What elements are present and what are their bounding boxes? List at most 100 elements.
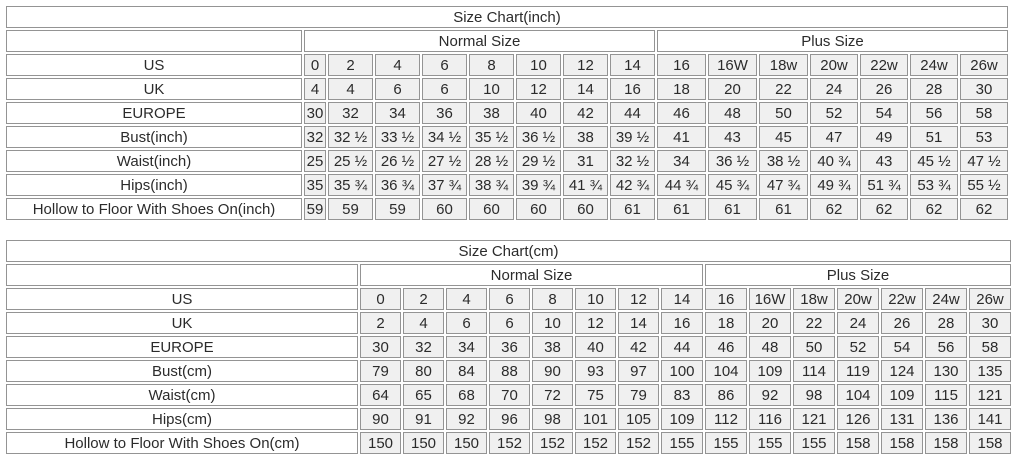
cell: 72 xyxy=(532,384,573,406)
cell: 49 ¾ xyxy=(810,174,858,196)
cell: 92 xyxy=(446,408,487,430)
cell: 25 ½ xyxy=(328,150,373,172)
cell: 38 xyxy=(469,102,514,124)
cell: 88 xyxy=(489,360,530,382)
cell: 14 xyxy=(610,54,655,76)
cell: 79 xyxy=(360,360,401,382)
cell: 34 xyxy=(446,336,487,358)
size-chart-inch-table: Size Chart(inch) Normal Size Plus Size US 0 2… xyxy=(4,4,1010,222)
cell: 26w xyxy=(969,288,1011,310)
cell: 14 xyxy=(563,78,608,100)
cell: 16W xyxy=(708,54,757,76)
cell: 109 xyxy=(661,408,703,430)
cell: 30 xyxy=(969,312,1011,334)
cell: 80 xyxy=(403,360,444,382)
cell: 54 xyxy=(860,102,908,124)
cell: 155 xyxy=(705,432,747,454)
cell: 14 xyxy=(661,288,703,310)
cell: 112 xyxy=(705,408,747,430)
cell: 141 xyxy=(969,408,1011,430)
cell: 150 xyxy=(446,432,487,454)
table-row: Bust(inch) 32 32 ½ 33 ½ 34 ½ 35 ½ 36 ½ 38 39 ½ 41… xyxy=(6,126,1008,148)
cell: 52 xyxy=(837,336,879,358)
cell: 10 xyxy=(575,288,616,310)
cell: 150 xyxy=(360,432,401,454)
cell: 37 ¾ xyxy=(422,174,467,196)
table-title-row: Size Chart(inch) xyxy=(6,6,1008,28)
cell: 61 xyxy=(759,198,808,220)
cell: 8 xyxy=(469,54,514,76)
cell: 28 xyxy=(910,78,958,100)
cell: 79 xyxy=(618,384,659,406)
cell: 92 xyxy=(749,384,791,406)
cell: 32 ½ xyxy=(328,126,373,148)
cell: 50 xyxy=(793,336,835,358)
cell: 121 xyxy=(793,408,835,430)
cell: 60 xyxy=(469,198,514,220)
cell: 150 xyxy=(403,432,444,454)
row-label: UK xyxy=(6,312,358,334)
cell: 18 xyxy=(705,312,747,334)
cell: 36 xyxy=(489,336,530,358)
cell: 26 ½ xyxy=(375,150,420,172)
table-row: EUROPE 30 32 34 36 38 40 42 44 46 48 50 52 54 56 58 xyxy=(6,336,1011,358)
cell: 30 xyxy=(304,102,326,124)
cell: 6 xyxy=(489,288,530,310)
group-header-row: Normal Size Plus Size xyxy=(6,30,1008,52)
cell: 98 xyxy=(793,384,835,406)
cell: 64 xyxy=(360,384,401,406)
cell: 50 xyxy=(759,102,808,124)
cell: 20 xyxy=(708,78,757,100)
cell: 14 xyxy=(618,312,659,334)
cell: 84 xyxy=(446,360,487,382)
cell: 36 ¾ xyxy=(375,174,420,196)
table-title-row: Size Chart(cm) xyxy=(6,240,1011,262)
cell: 2 xyxy=(403,288,444,310)
cell: 10 xyxy=(469,78,514,100)
cell: 48 xyxy=(749,336,791,358)
group-header: Normal Size xyxy=(304,30,655,52)
cell: 116 xyxy=(749,408,791,430)
cell: 96 xyxy=(489,408,530,430)
cell: 6 xyxy=(375,78,420,100)
cell: 114 xyxy=(793,360,835,382)
cell: 6 xyxy=(422,78,467,100)
cell: 131 xyxy=(881,408,923,430)
table-title: Size Chart(inch) xyxy=(6,6,1008,28)
cell: 24 xyxy=(810,78,858,100)
cell: 45 xyxy=(759,126,808,148)
cell: 16 xyxy=(661,312,703,334)
cell: 59 xyxy=(304,198,326,220)
cell: 4 xyxy=(375,54,420,76)
cell: 31 xyxy=(563,150,608,172)
cell: 4 xyxy=(304,78,326,100)
cell: 27 ½ xyxy=(422,150,467,172)
cell: 109 xyxy=(881,384,923,406)
cell: 158 xyxy=(925,432,967,454)
cell: 30 xyxy=(360,336,401,358)
cell: 4 xyxy=(328,78,373,100)
cell: 40 xyxy=(516,102,561,124)
cell: 126 xyxy=(837,408,879,430)
cell: 62 xyxy=(860,198,908,220)
table-row: US 0 2 4 6 8 10 12 14 16 16W 18w 20w 22w 24w 26w xyxy=(6,288,1011,310)
row-label: Hips(cm) xyxy=(6,408,358,430)
row-label: Bust(inch) xyxy=(6,126,302,148)
cell: 20w xyxy=(837,288,879,310)
cell: 152 xyxy=(618,432,659,454)
cell: 62 xyxy=(910,198,958,220)
cell: 10 xyxy=(532,312,573,334)
cell: 61 xyxy=(610,198,655,220)
cell: 18 xyxy=(657,78,706,100)
group-header: Plus Size xyxy=(705,264,1011,286)
cell: 45 ½ xyxy=(910,150,958,172)
cell: 101 xyxy=(575,408,616,430)
cell: 121 xyxy=(969,384,1011,406)
cell: 12 xyxy=(516,78,561,100)
cell: 20w xyxy=(810,54,858,76)
cell: 47 ¾ xyxy=(759,174,808,196)
cell: 54 xyxy=(881,336,923,358)
cell: 135 xyxy=(969,360,1011,382)
size-chart-cm-table: Size Chart(cm) Normal Size Plus Size US 0 2 4 6… xyxy=(4,238,1013,456)
